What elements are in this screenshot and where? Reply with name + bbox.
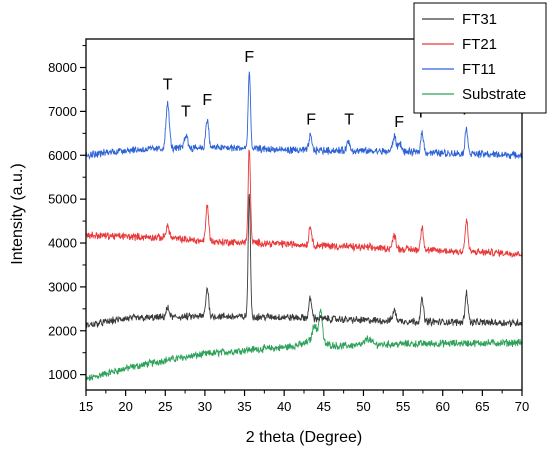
x-tick-label: 60 bbox=[435, 399, 449, 414]
legend-label: FT31 bbox=[462, 11, 497, 28]
y-tick-label: 7000 bbox=[48, 104, 77, 119]
y-tick-label: 2000 bbox=[48, 323, 77, 338]
y-tick-label: 5000 bbox=[48, 192, 77, 207]
y-tick-label: 4000 bbox=[48, 236, 77, 251]
x-tick-label: 40 bbox=[277, 399, 291, 414]
x-tick-label: 70 bbox=[515, 399, 529, 414]
axes-layer: 15 20 25 30 35 40 45 50 55 60 65 70 1000 2000 3000 4000… bbox=[48, 45, 529, 414]
legend-label: FT21 bbox=[462, 36, 497, 53]
peak-label: F bbox=[202, 92, 212, 109]
series-line-substrate bbox=[85, 308, 523, 382]
y-tick-label: 1000 bbox=[48, 367, 77, 382]
x-tick-label: 20 bbox=[118, 399, 132, 414]
peak-label: T bbox=[344, 112, 354, 129]
peak-label: F bbox=[394, 114, 404, 131]
x-tick-label: 45 bbox=[317, 399, 331, 414]
x-tick-label: 50 bbox=[356, 399, 370, 414]
series-line-ft21 bbox=[85, 149, 523, 259]
y-tick-label: 8000 bbox=[48, 60, 77, 75]
series-line-ft11 bbox=[85, 71, 523, 161]
x-tick-label: 25 bbox=[158, 399, 172, 414]
x-axis-label: 2 theta (Degree) bbox=[246, 429, 363, 446]
y-tick-label: 6000 bbox=[48, 148, 77, 163]
series-line-ft31 bbox=[85, 193, 523, 328]
y-tick-label: 3000 bbox=[48, 279, 77, 294]
legend-label: Substrate bbox=[462, 86, 526, 103]
x-tick-label: 55 bbox=[396, 399, 410, 414]
peak-label: T bbox=[181, 104, 191, 121]
x-tick-label: 65 bbox=[475, 399, 489, 414]
x-tick-label: 15 bbox=[79, 399, 93, 414]
legend-box bbox=[413, 2, 547, 114]
legend-label: FT11 bbox=[462, 61, 496, 78]
x-tick-label: 30 bbox=[198, 399, 212, 414]
peak-label: F bbox=[244, 49, 254, 66]
x-tick-label: 35 bbox=[237, 399, 251, 414]
peak-label: T bbox=[163, 76, 173, 93]
series-layer bbox=[85, 71, 523, 382]
legend: FT31 FT21 FT11 Substrate bbox=[413, 2, 547, 114]
peak-label: F bbox=[306, 112, 316, 129]
y-axis-label: Intensity (a.u.) bbox=[9, 163, 26, 264]
